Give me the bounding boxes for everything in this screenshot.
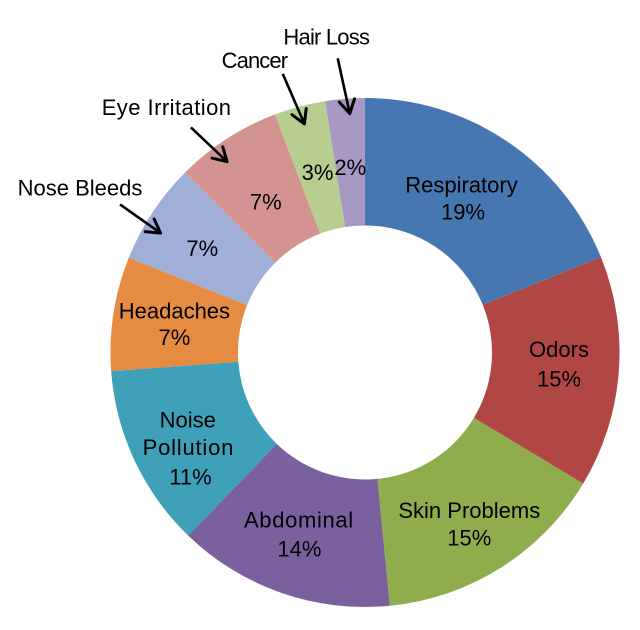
svg-text:15%: 15%: [447, 525, 491, 550]
svg-text:Cancer: Cancer: [222, 48, 288, 73]
svg-text:Eye Irritation: Eye Irritation: [102, 95, 232, 120]
svg-text:Abdominal: Abdominal: [244, 508, 354, 533]
svg-text:Hair Loss: Hair Loss: [283, 24, 370, 49]
svg-text:7%: 7%: [186, 236, 218, 261]
svg-text:2%: 2%: [334, 155, 366, 180]
svg-text:Pollution: Pollution: [143, 435, 235, 460]
svg-text:15%: 15%: [537, 366, 581, 391]
svg-text:7%: 7%: [250, 189, 282, 214]
svg-text:Odors: Odors: [529, 337, 589, 362]
svg-text:Skin Problems: Skin Problems: [398, 498, 540, 523]
svg-text:3%: 3%: [302, 160, 334, 185]
svg-text:14%: 14%: [277, 536, 321, 561]
svg-text:Respiratory: Respiratory: [405, 173, 517, 198]
svg-text:Headaches: Headaches: [119, 298, 230, 323]
svg-text:Noise: Noise: [160, 408, 216, 433]
svg-text:7%: 7%: [159, 325, 191, 350]
svg-text:11%: 11%: [169, 465, 211, 490]
svg-text:Nose Bleeds: Nose Bleeds: [18, 176, 143, 201]
svg-text:19%: 19%: [441, 199, 485, 224]
